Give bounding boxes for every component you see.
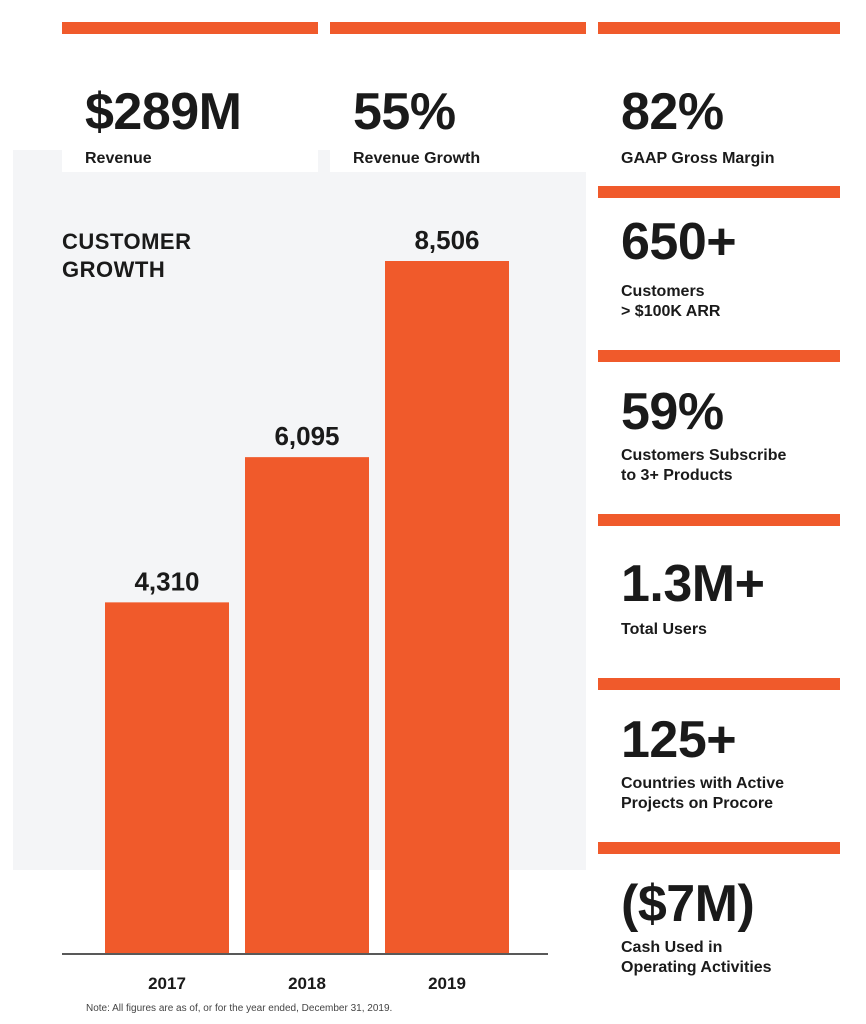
stat-card-products: 59% Customers Subscribe to 3+ Products bbox=[598, 350, 840, 500]
stat-card-gross-margin: 82% GAAP Gross Margin bbox=[598, 22, 840, 172]
chart-title: CUSTOMER GROWTH bbox=[62, 229, 192, 282]
stat-card-cash-used: ($7M) Cash Used in Operating Activities bbox=[598, 842, 840, 994]
stat-value: ($7M) bbox=[621, 875, 755, 933]
accent-bar bbox=[330, 22, 586, 34]
stat-value: $289M bbox=[85, 83, 242, 141]
stat-label: Customers Subscribe to 3+ Products bbox=[621, 447, 787, 484]
bar-value-label: 6,095 bbox=[274, 421, 339, 451]
stat-card-revenue: $289M Revenue bbox=[62, 22, 318, 172]
stat-card-revenue-growth: 55% Revenue Growth bbox=[330, 22, 586, 172]
bar-value-label: 4,310 bbox=[134, 566, 199, 596]
x-tick-label: 2018 bbox=[288, 974, 326, 993]
stat-value: 650+ bbox=[621, 213, 737, 271]
x-tick-label: 2017 bbox=[148, 974, 186, 993]
stat-label: Revenue bbox=[85, 150, 152, 167]
accent-bar bbox=[598, 22, 840, 34]
stat-value: 125+ bbox=[621, 711, 737, 769]
footnote: Note: All figures are as of, or for the … bbox=[86, 1003, 393, 1014]
bar-2019 bbox=[385, 261, 509, 953]
stat-label: Total Users bbox=[621, 621, 707, 638]
accent-bar bbox=[598, 186, 840, 198]
bar-2018 bbox=[245, 457, 369, 953]
stat-label: Customers > $100K ARR bbox=[621, 283, 721, 320]
stat-value: 59% bbox=[621, 383, 724, 441]
accent-bar bbox=[598, 678, 840, 690]
stat-value: 55% bbox=[353, 83, 456, 141]
bar-value-label: 8,506 bbox=[414, 225, 479, 255]
stat-card-countries: 125+ Countries with Active Projects on P… bbox=[598, 678, 840, 828]
stat-card-customers-100k: 650+ Customers > $100K ARR bbox=[598, 186, 840, 336]
stat-label: Countries with Active Projects on Procor… bbox=[621, 775, 784, 812]
stat-label: GAAP Gross Margin bbox=[621, 150, 775, 167]
accent-bar bbox=[598, 514, 840, 526]
accent-bar bbox=[598, 842, 840, 854]
stat-value: 82% bbox=[621, 83, 724, 141]
stat-card-total-users: 1.3M+ Total Users bbox=[598, 514, 840, 664]
bar-2017 bbox=[105, 602, 229, 953]
x-tick-label: 2019 bbox=[428, 974, 466, 993]
accent-bar bbox=[62, 22, 318, 34]
stat-value: 1.3M+ bbox=[621, 555, 765, 613]
accent-bar bbox=[598, 350, 840, 362]
stat-label: Revenue Growth bbox=[353, 150, 481, 167]
stat-label: Cash Used in Operating Activities bbox=[621, 939, 772, 976]
